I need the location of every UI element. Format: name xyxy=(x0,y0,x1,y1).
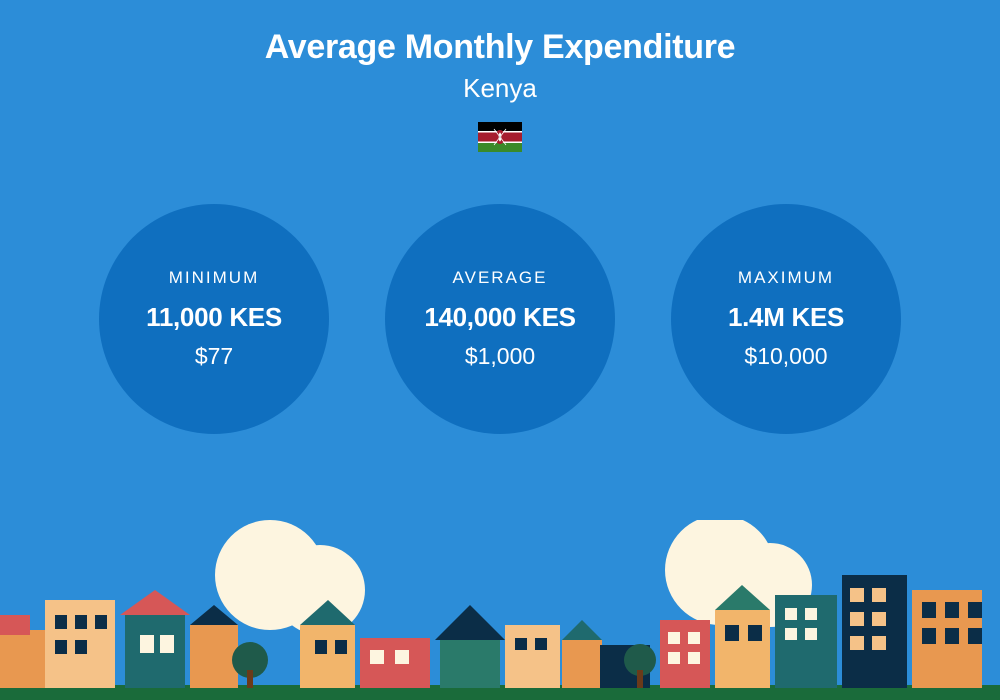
stat-main-value: 11,000 KES xyxy=(146,302,282,333)
stats-row: MINIMUM 11,000 KES $77 AVERAGE 140,000 K… xyxy=(0,204,1000,434)
stat-sub-value: $77 xyxy=(195,343,233,370)
header: Average Monthly Expenditure Kenya xyxy=(0,0,1000,152)
stat-sub-value: $10,000 xyxy=(744,343,827,370)
skyline-illustration xyxy=(0,520,1000,700)
stat-minimum: MINIMUM 11,000 KES $77 xyxy=(99,204,329,434)
stat-label: MAXIMUM xyxy=(738,268,834,288)
stat-average: AVERAGE 140,000 KES $1,000 xyxy=(385,204,615,434)
stat-label: AVERAGE xyxy=(453,268,548,288)
page-title: Average Monthly Expenditure xyxy=(0,28,1000,67)
stat-main-value: 140,000 KES xyxy=(424,302,575,333)
stat-sub-value: $1,000 xyxy=(465,343,535,370)
stat-maximum: MAXIMUM 1.4M KES $10,000 xyxy=(671,204,901,434)
kenya-flag-icon xyxy=(478,122,522,152)
stat-label: MINIMUM xyxy=(169,268,259,288)
stat-main-value: 1.4M KES xyxy=(728,302,844,333)
page-subtitle: Kenya xyxy=(0,73,1000,104)
